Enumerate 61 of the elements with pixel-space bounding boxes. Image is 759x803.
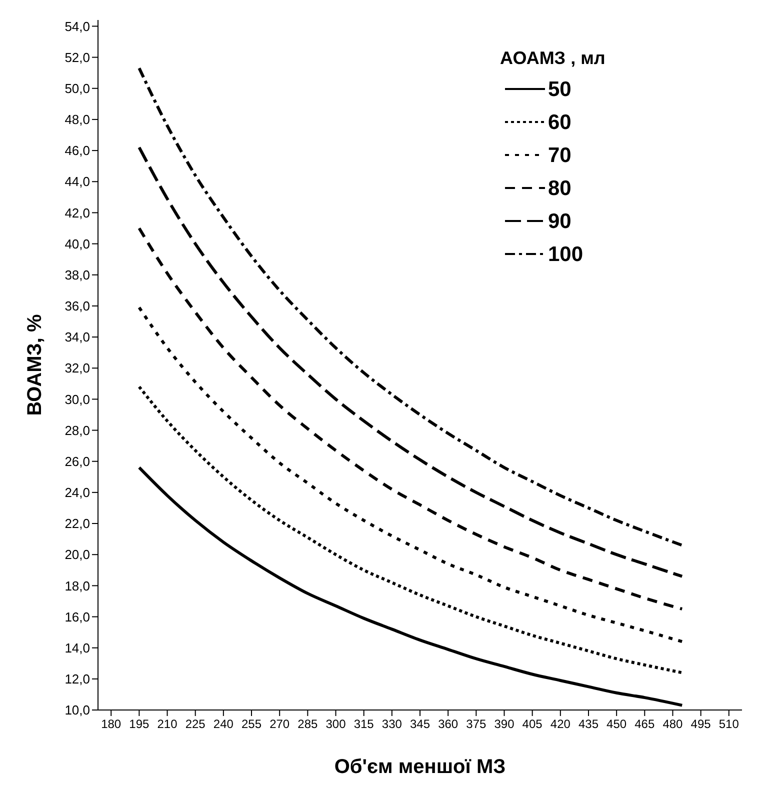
line-series bbox=[138, 226, 684, 610]
x-axis-title: Об'єм меншої МЗ bbox=[334, 756, 506, 778]
x-tick-label: 360 bbox=[438, 717, 458, 731]
y-tick-label: 50,0 bbox=[64, 80, 90, 96]
x-tick-label: 330 bbox=[382, 717, 402, 731]
legend-title: АОАМЗ , мл bbox=[500, 48, 606, 69]
y-tick-label: 44,0 bbox=[64, 174, 90, 190]
line-series bbox=[138, 146, 684, 578]
y-tick-label: 40,0 bbox=[64, 236, 90, 252]
x-tick-label: 195 bbox=[129, 717, 150, 731]
x-tick-label: 480 bbox=[662, 717, 684, 731]
y-tick-label: 22,0 bbox=[64, 516, 90, 532]
y-tick-label: 26,0 bbox=[64, 454, 90, 469]
y-tick-label: 36,0 bbox=[64, 298, 90, 314]
line-series bbox=[138, 385, 684, 674]
legend-label: 50 bbox=[548, 78, 572, 101]
y-tick-label: 14,0 bbox=[64, 640, 90, 656]
y-tick-label: 12,0 bbox=[64, 672, 90, 687]
x-tick-label: 285 bbox=[298, 717, 318, 731]
legend-label: 80 bbox=[548, 177, 572, 200]
x-tick-label: 345 bbox=[410, 717, 430, 731]
legend-label: 70 bbox=[548, 144, 572, 167]
x-tick-label: 315 bbox=[354, 717, 374, 731]
x-tick-label: 420 bbox=[550, 717, 571, 731]
y-tick-label: 34,0 bbox=[64, 330, 90, 345]
x-tick-label: 255 bbox=[241, 717, 262, 731]
y-tick-label: 16,0 bbox=[64, 609, 90, 624]
y-tick-label: 24,0 bbox=[64, 485, 90, 500]
x-tick-label: 240 bbox=[213, 717, 234, 731]
x-tick-label: 405 bbox=[522, 717, 543, 731]
y-tick-label: 18,0 bbox=[64, 578, 90, 594]
line-series bbox=[138, 66, 684, 547]
y-tick-label: 32,0 bbox=[64, 360, 90, 376]
x-tick-label: 375 bbox=[466, 717, 486, 731]
x-tick-label: 210 bbox=[157, 717, 178, 731]
y-tick-label: 42,0 bbox=[64, 205, 90, 220]
y-tick-label: 10,0 bbox=[64, 702, 90, 718]
y-tick-label: 46,0 bbox=[64, 143, 90, 158]
line-series bbox=[138, 466, 684, 707]
y-axis-title: ВОАМЗ, % bbox=[24, 314, 46, 416]
y-tick-label: 20,0 bbox=[64, 547, 90, 562]
x-tick-label: 225 bbox=[185, 717, 206, 731]
line-series bbox=[138, 306, 684, 644]
legend-label: 90 bbox=[548, 210, 572, 233]
y-tick-label: 30,0 bbox=[64, 392, 90, 407]
x-tick-label: 465 bbox=[634, 717, 655, 731]
x-tick-label: 435 bbox=[578, 717, 599, 731]
legend-label: 60 bbox=[548, 111, 572, 134]
y-tick-label: 38,0 bbox=[64, 267, 90, 282]
x-tick-label: 270 bbox=[270, 717, 290, 731]
y-tick-label: 52,0 bbox=[64, 50, 90, 65]
y-tick-label: 48,0 bbox=[64, 112, 90, 128]
x-tick-label: 495 bbox=[690, 717, 712, 731]
y-tick-label: 28,0 bbox=[64, 422, 90, 438]
y-tick-label: 54,0 bbox=[64, 18, 90, 34]
x-tick-label: 450 bbox=[606, 717, 627, 731]
x-tick-label: 180 bbox=[101, 717, 122, 731]
x-tick-label: 510 bbox=[718, 717, 740, 731]
x-tick-label: 300 bbox=[326, 717, 346, 731]
x-tick-label: 390 bbox=[494, 717, 515, 731]
legend-label: 100 bbox=[548, 243, 584, 266]
